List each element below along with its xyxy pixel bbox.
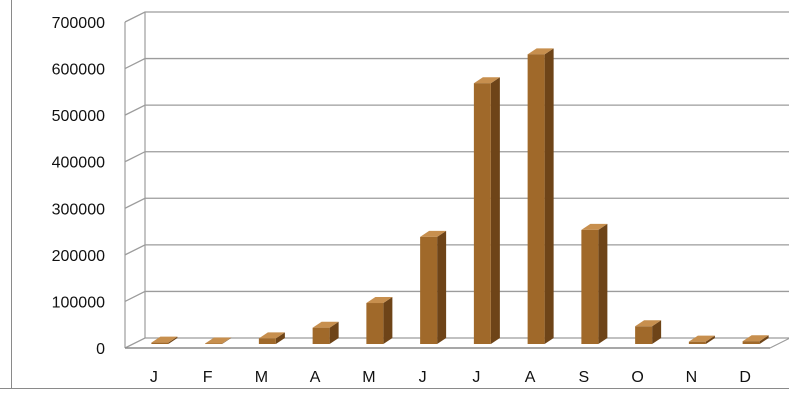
bar-front-7 (528, 54, 545, 344)
y-tick-label-500000: 500000 (52, 108, 105, 125)
bar-7 (528, 48, 554, 344)
bar-front-9 (635, 326, 652, 344)
gridline-200000 (125, 245, 789, 255)
y-tick-label-400000: 400000 (52, 155, 105, 172)
x-tick-label-1: F (203, 369, 213, 386)
bar-side-8 (598, 224, 607, 344)
y-tick-label-700000: 700000 (52, 15, 105, 32)
bar-side-4 (383, 297, 392, 344)
bar-3 (313, 322, 339, 344)
y-tick-label-300000: 300000 (52, 201, 105, 218)
bar-front-0 (151, 343, 168, 344)
y-tick-label-0: 0 (96, 341, 105, 358)
bar-9 (635, 320, 661, 344)
bar-front-8 (581, 230, 598, 344)
bar-front-6 (474, 83, 491, 344)
bar-5 (420, 231, 446, 344)
y-tick-label-600000: 600000 (52, 62, 105, 79)
gridline-100000 (125, 291, 789, 301)
gridline-600000 (125, 59, 789, 69)
bars (151, 48, 768, 344)
x-tick-label-0: J (150, 369, 158, 386)
x-tick-label-11: D (739, 369, 751, 386)
floor-right-edge (770, 338, 789, 348)
x-tick-label-2: M (255, 369, 268, 386)
x-tick-label-8: S (579, 369, 590, 386)
bar-side-7 (545, 48, 554, 344)
bar-10 (689, 336, 715, 344)
x-tick-label-4: M (362, 369, 375, 386)
x-tick-label-5: J (419, 369, 427, 386)
gridline-500000 (125, 105, 789, 115)
bar-8 (581, 224, 607, 344)
gridline-400000 (125, 152, 789, 162)
x-tick-label-10: N (686, 369, 698, 386)
bar-front-2 (259, 338, 276, 344)
bar-front-5 (420, 237, 437, 344)
bar-side-6 (491, 77, 500, 344)
bar-4 (366, 297, 392, 344)
gridlines (125, 12, 789, 348)
bar-front-4 (366, 303, 383, 344)
x-tick-label-9: O (631, 369, 643, 386)
gridline-700000 (125, 12, 789, 22)
x-tick-label-7: A (525, 369, 536, 386)
y-tick-label-200000: 200000 (52, 248, 105, 265)
bar-side-5 (437, 231, 446, 344)
bar-front-11 (743, 341, 760, 344)
x-tick-label-6: J (472, 369, 480, 386)
bar-6 (474, 77, 500, 344)
bar-11 (743, 335, 769, 344)
gridline-300000 (125, 198, 789, 208)
bar-front-3 (313, 328, 330, 344)
bar-front-10 (689, 342, 706, 344)
bar-2 (259, 332, 285, 344)
y-tick-label-100000: 100000 (52, 294, 105, 311)
x-tick-label-3: A (310, 369, 321, 386)
axes (125, 12, 789, 348)
